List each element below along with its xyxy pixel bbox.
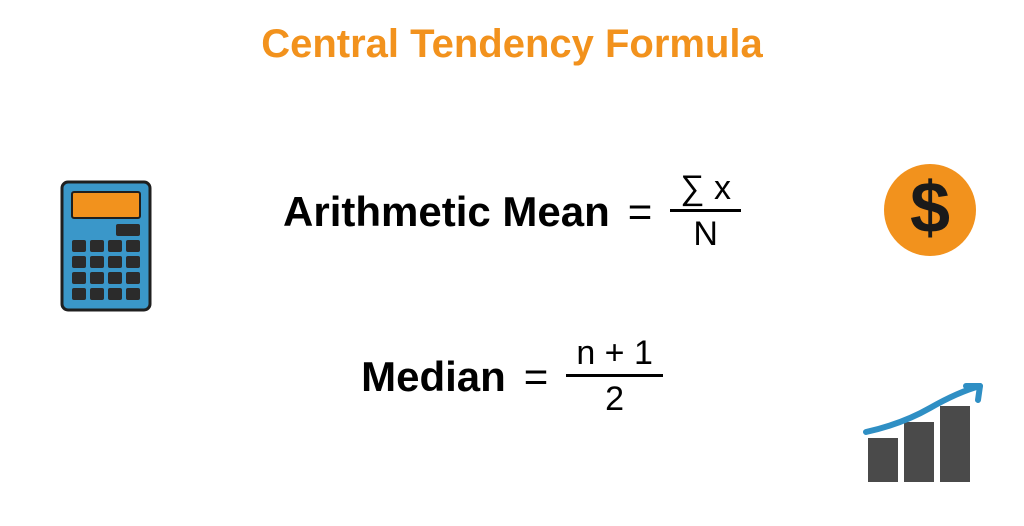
mean-denominator: N (683, 212, 728, 253)
mean-fraction: ∑ x N (670, 170, 741, 254)
mean-label: Arithmetic Mean (283, 188, 610, 236)
dollar-coin-icon: $ (880, 160, 980, 265)
calculator-icon (60, 180, 152, 317)
median-label: Median (361, 353, 506, 401)
svg-text:$: $ (910, 168, 950, 248)
median-numerator: n + 1 (566, 335, 663, 374)
mean-equals: = (628, 188, 653, 236)
mean-numerator: ∑ x (670, 170, 741, 209)
page-title: Central Tendency Formula (0, 22, 1024, 67)
growth-chart-icon (862, 378, 994, 493)
page: Central Tendency Formula Arithmetic Mean… (0, 0, 1024, 526)
median-equals: = (524, 353, 549, 401)
formula-mean-row: Arithmetic Mean = ∑ x N (0, 170, 1024, 254)
median-denominator: 2 (595, 377, 634, 418)
median-fraction: n + 1 2 (566, 335, 663, 419)
